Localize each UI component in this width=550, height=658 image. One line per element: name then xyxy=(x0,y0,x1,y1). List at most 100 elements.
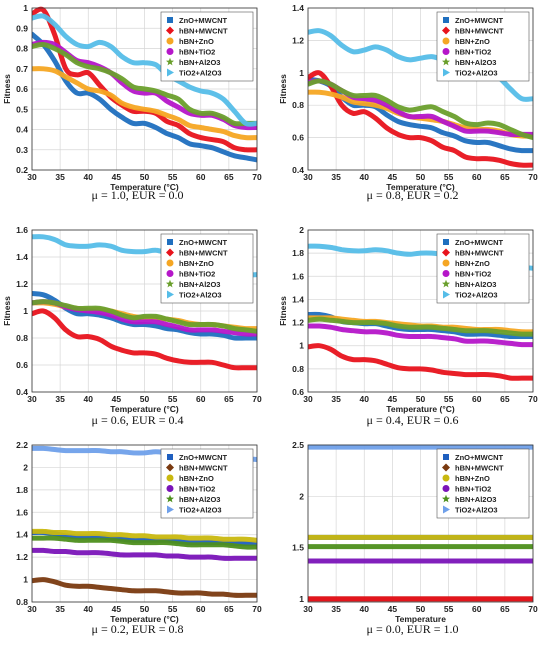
chart-panel-3: 30 35 40 45 50 55 60 65 70 0.4 0.6 0.8 1 1.2 1.4 1.6 Tem… xyxy=(2,225,262,414)
x-tick-label: 35 xyxy=(331,604,341,614)
panel-caption: μ = 0.6, EUR = 0.4 xyxy=(91,413,184,427)
y-tick-label: 1.5 xyxy=(292,543,304,553)
series-line-hbn-zno xyxy=(32,66,257,141)
x-tick-label: 30 xyxy=(27,604,37,614)
legend-marker-triangle xyxy=(443,505,450,514)
legend-label: hBN+MWCNT xyxy=(179,249,228,258)
x-axis-label: Temperature (°C) xyxy=(386,182,455,192)
legend-label: ZnO+MWCNT xyxy=(179,238,228,247)
legend-label: hBN+Al2O3 xyxy=(455,58,496,67)
legend-label: hBN+ZnO xyxy=(179,474,214,483)
x-tick-label: 60 xyxy=(472,604,482,614)
legend-label: hBN+TiO2 xyxy=(455,270,491,279)
series-line-hbn-al2o3 xyxy=(308,316,533,337)
x-tick-label: 55 xyxy=(444,172,454,182)
legend-marker-triangle xyxy=(167,505,174,514)
legend-marker-square xyxy=(443,17,449,23)
x-tick-label: 70 xyxy=(252,604,262,614)
plot-frame xyxy=(307,7,534,171)
x-tick-label: 70 xyxy=(252,172,262,182)
panel-caption: μ = 1.0, EUR = 0.0 xyxy=(91,188,184,202)
legend-marker-square xyxy=(167,454,173,460)
series-layer xyxy=(32,234,257,371)
y-tick-label: 1 xyxy=(299,594,304,604)
legend-marker-star xyxy=(166,57,174,66)
y-tick-label: 1 xyxy=(23,3,28,13)
x-tick-label: 65 xyxy=(224,604,234,614)
x-tick-label: 40 xyxy=(84,604,94,614)
panel-caption: μ = 0.8, EUR = 0.2 xyxy=(366,188,459,202)
legend-label: hBN+MWCNT xyxy=(179,464,228,473)
legend-box xyxy=(436,233,530,304)
x-tick-label: 40 xyxy=(360,604,370,614)
legend-label: TiO2+Al2O3 xyxy=(455,291,498,300)
legend-marker-triangle xyxy=(167,290,174,299)
legend-label: hBN+Al2O3 xyxy=(455,280,496,289)
x-tick-label: 40 xyxy=(84,172,94,182)
x-tick-label: 65 xyxy=(500,604,510,614)
y-tick-label: 2 xyxy=(23,462,28,472)
y-tick-label: 0.8 xyxy=(16,44,28,54)
series-line-zno-mwcnt xyxy=(32,31,257,163)
y-tick-label: 1 xyxy=(299,341,304,351)
legend-marker-square xyxy=(167,239,173,245)
y-tick-label: 1.2 xyxy=(16,279,28,289)
chart-panel-2: 30 35 40 45 50 55 60 65 70 0.4 0.6 0.8 1 1.2 1.4 Temper… xyxy=(278,3,538,192)
x-tick-label: 40 xyxy=(360,394,370,404)
legend-marker-circle xyxy=(166,37,174,45)
x-tick-label: 70 xyxy=(252,394,262,404)
x-tick-label: 70 xyxy=(528,604,538,614)
x-tick-label: 55 xyxy=(444,394,454,404)
legend-box xyxy=(160,11,254,82)
y-tick-label: 0.7 xyxy=(16,64,28,74)
legend-label: hBN+MWCNT xyxy=(455,249,504,258)
y-tick-label: 1.6 xyxy=(292,271,304,281)
legend-label: ZnO+MWCNT xyxy=(455,453,504,462)
x-tick-label: 30 xyxy=(303,604,313,614)
legend-label: hBN+TiO2 xyxy=(455,485,491,494)
y-tick-label: 1.6 xyxy=(16,507,28,517)
y-tick-label: 0.6 xyxy=(16,360,28,370)
legend-label: ZnO+MWCNT xyxy=(455,16,504,25)
legend-marker-circle xyxy=(166,259,174,267)
legend-label: hBN+TiO2 xyxy=(179,48,215,57)
y-tick-label: 0.5 xyxy=(16,104,28,114)
y-tick-label: 0.4 xyxy=(16,387,28,397)
chart-panel-6: 30 35 40 45 50 55 60 65 70 1 1.5 2 2.5 Temperature ZnO… xyxy=(292,440,538,624)
series-layer xyxy=(32,6,257,163)
legend-label: TiO2+Al2O3 xyxy=(179,291,222,300)
y-tick-label: 2.2 xyxy=(16,440,28,450)
x-tick-label: 50 xyxy=(140,604,150,614)
x-tick-label: 70 xyxy=(528,394,538,404)
x-tick-label: 65 xyxy=(500,172,510,182)
series-line-hbn-mwcnt xyxy=(32,308,257,371)
x-axis-label: Temperature (°C) xyxy=(110,614,179,624)
y-tick-label: 1.8 xyxy=(292,248,304,258)
legend-box xyxy=(160,233,254,304)
y-tick-label: 0.8 xyxy=(292,364,304,374)
legend-marker-square xyxy=(443,239,449,245)
legend-marker-diamond xyxy=(442,463,450,472)
legend-marker-circle xyxy=(442,259,450,267)
series-layer xyxy=(32,445,257,598)
legend-marker-circle xyxy=(166,485,174,492)
x-tick-label: 50 xyxy=(416,172,426,182)
legend-label: hBN+TiO2 xyxy=(179,270,215,279)
series-line-hbn-al2o3 xyxy=(32,299,257,334)
plot-frame xyxy=(31,444,258,603)
x-tick-label: 35 xyxy=(331,172,341,182)
legend-marker-diamond xyxy=(442,248,450,257)
y-tick-label: 0.3 xyxy=(16,145,28,155)
x-tick-label: 35 xyxy=(331,394,341,404)
legend-marker-triangle xyxy=(167,68,174,77)
y-tick-label: 0.6 xyxy=(292,387,304,397)
y-tick-label: 1.2 xyxy=(16,552,28,562)
panel-caption: μ = 0.4, EUR = 0.6 xyxy=(366,413,459,427)
y-tick-label: 1.8 xyxy=(16,485,28,495)
y-axis-label: Fitness xyxy=(2,74,12,104)
plot-frame xyxy=(31,229,258,393)
y-tick-label: 1.4 xyxy=(292,3,304,13)
x-tick-label: 70 xyxy=(528,172,538,182)
